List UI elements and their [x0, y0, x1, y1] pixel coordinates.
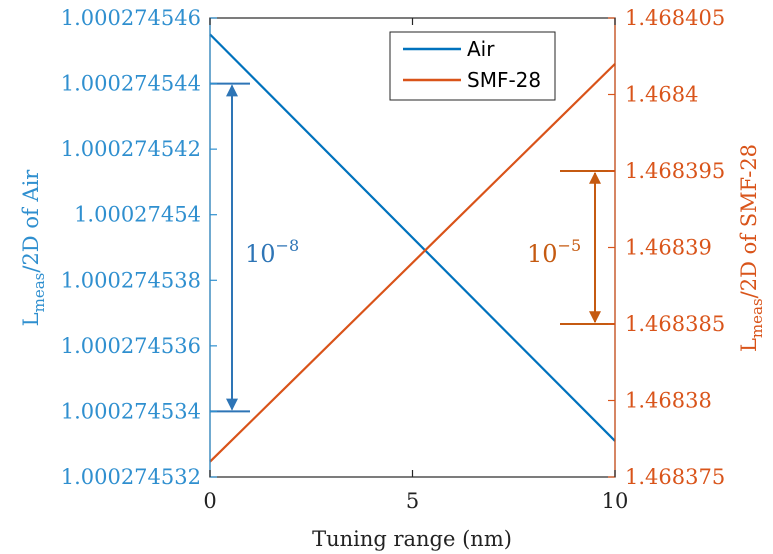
- annotation-left-label: 10−8: [245, 236, 299, 268]
- right-tick-label: 1.468405: [625, 6, 725, 30]
- left-axis-ticks: 1.000274532 1.000274534 1.000274536 1.00027…: [61, 6, 217, 489]
- x-axis-label: Tuning range (nm): [312, 527, 512, 551]
- right-tick-label: 1.46839: [625, 236, 712, 260]
- left-tick-label: 1.000274536: [61, 334, 201, 358]
- x-tick-label: 0: [203, 489, 216, 513]
- annotation-right-base: 10: [527, 240, 558, 268]
- annotation-left-base: 10: [245, 240, 276, 268]
- annotation-right-label: 10−5: [527, 236, 581, 268]
- left-tick-label: 1.000274546: [61, 6, 201, 30]
- left-tick-label: 1.00027454: [74, 203, 201, 227]
- left-tick-label: 1.000274534: [61, 399, 201, 423]
- right-tick-label: 1.46838: [625, 389, 712, 413]
- series-line-air: [209, 33, 616, 442]
- right-tick-label: 1.468395: [625, 159, 725, 183]
- x-tick-label: 10: [602, 489, 629, 513]
- annotation-right-exp: −5: [558, 236, 582, 255]
- legend-label-air: Air: [467, 37, 495, 61]
- x-axis-ticks: 0 5 10: [203, 18, 628, 513]
- series-layer: [209, 33, 616, 463]
- x-tick-label: 5: [406, 489, 419, 513]
- legend: Air SMF-28: [389, 31, 556, 101]
- right-axis-label-rest: /2D of SMF-28: [737, 144, 761, 298]
- legend-box: [389, 31, 556, 101]
- right-axis-label-main: L: [737, 338, 761, 352]
- left-axis-label-main: L: [19, 312, 43, 326]
- right-axis-label: Lmeas/2D of SMF-28: [737, 144, 766, 352]
- left-tick-label: 1.000274544: [61, 72, 201, 96]
- right-tick-label: 1.4684: [625, 83, 698, 107]
- left-tick-label: 1.000274538: [61, 268, 201, 292]
- left-axis-label: Lmeas/2D of Air: [19, 169, 48, 327]
- left-tick-label: 1.000274532: [61, 465, 201, 489]
- legend-label-smf28: SMF-28: [467, 68, 541, 92]
- left-axis-label-sub: meas: [30, 273, 48, 313]
- right-tick-label: 1.468385: [625, 312, 725, 336]
- left-axis-label-rest: /2D of Air: [19, 169, 43, 273]
- right-axis-label-sub: meas: [748, 298, 766, 338]
- series-line-smf-28: [209, 63, 616, 463]
- left-tick-label: 1.000274542: [61, 137, 201, 161]
- annotation-left-exp: −8: [276, 236, 300, 255]
- right-tick-label: 1.468375: [625, 465, 725, 489]
- right-axis-ticks: 1.468375 1.46838 1.468385 1.46839 1.468395 1.…: [608, 6, 725, 489]
